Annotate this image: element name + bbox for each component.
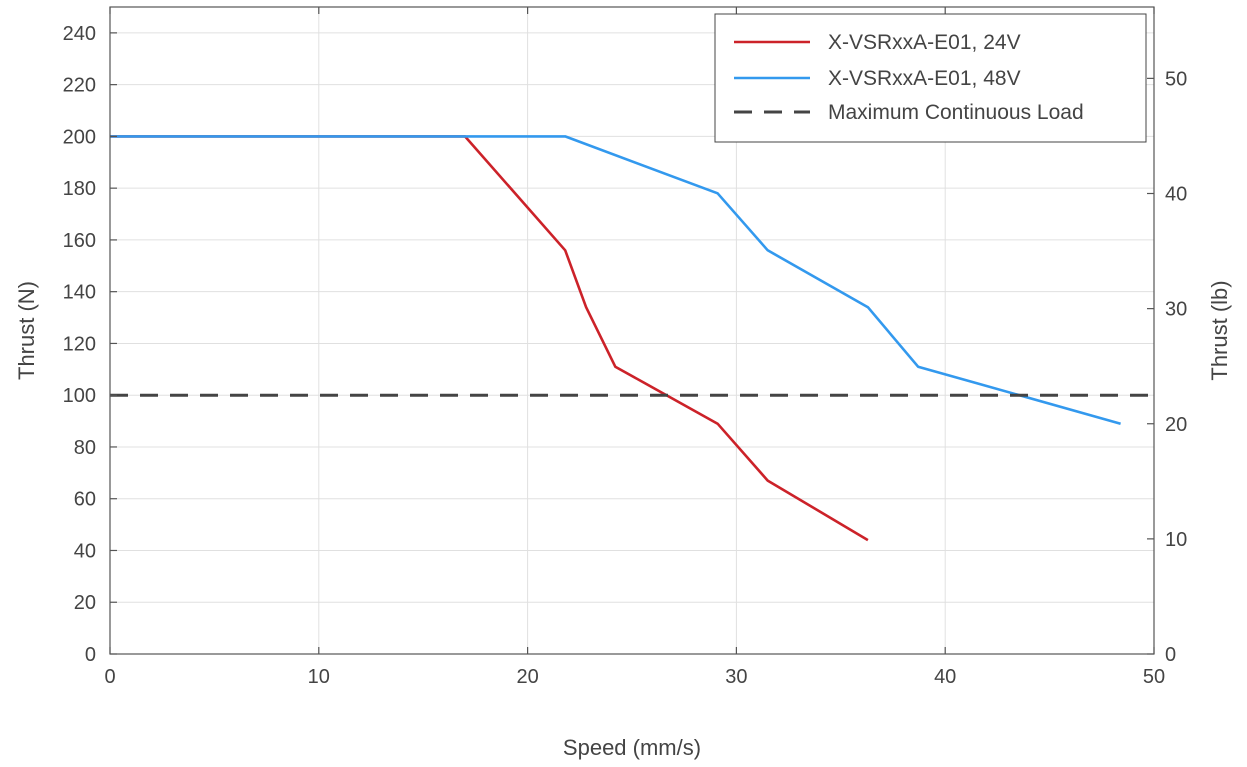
- y2-tick-label: 40: [1165, 184, 1187, 206]
- x-tick-label: 40: [934, 666, 956, 688]
- y-tick-label: 200: [63, 126, 96, 148]
- y-tick-label: 140: [63, 282, 96, 304]
- legend-entry-24v: X-VSRxxA-E01, 24V: [828, 31, 1021, 54]
- legend: X-VSRxxA-E01, 24V X-VSRxxA-E01, 48V Maxi…: [714, 13, 1147, 143]
- y2-axis-title: Thrust (lb): [1207, 280, 1232, 380]
- y-tick-label: 60: [74, 489, 96, 511]
- y-tick-label: 80: [74, 437, 96, 459]
- series-layer: [110, 135, 1154, 542]
- y-tick-label: 0: [85, 644, 96, 666]
- y-axis-title: Thrust (N): [14, 281, 39, 380]
- legend-entry-max-load: Maximum Continuous Load: [828, 101, 1084, 124]
- y-tick-label: 160: [63, 230, 96, 252]
- x-tick-label: 50: [1143, 666, 1165, 688]
- y2-tick-label: 0: [1165, 644, 1176, 666]
- y-tick-label: 20: [74, 592, 96, 614]
- tick-labels: 0 10 20 30 40 5002040608010012014016018020022…: [63, 23, 1188, 688]
- y2-tick-label: 30: [1165, 299, 1187, 321]
- series-line-48v: [110, 135, 1121, 425]
- plot-frame: [109, 6, 1155, 655]
- y2-tick-label: 20: [1165, 414, 1187, 436]
- x-tick-label: 0: [104, 666, 115, 688]
- y-tick-label: 220: [63, 75, 96, 97]
- y-tick-label: 100: [63, 385, 96, 407]
- y2-tick-label: 50: [1165, 68, 1187, 90]
- y-tick-label: 240: [63, 23, 96, 45]
- x-tick-label: 20: [516, 666, 538, 688]
- series-line-24v: [110, 135, 869, 542]
- y-tick-label: 40: [74, 540, 96, 562]
- axes: [109, 6, 1155, 655]
- x-tick-label: 10: [308, 666, 330, 688]
- legend-entry-48v: X-VSRxxA-E01, 48V: [828, 67, 1021, 90]
- y-tick-label: 120: [63, 333, 96, 355]
- y-tick-label: 180: [63, 178, 96, 200]
- x-axis-title: Speed (mm/s): [563, 735, 701, 760]
- y2-tick-label: 10: [1165, 529, 1187, 551]
- x-tick-label: 30: [725, 666, 747, 688]
